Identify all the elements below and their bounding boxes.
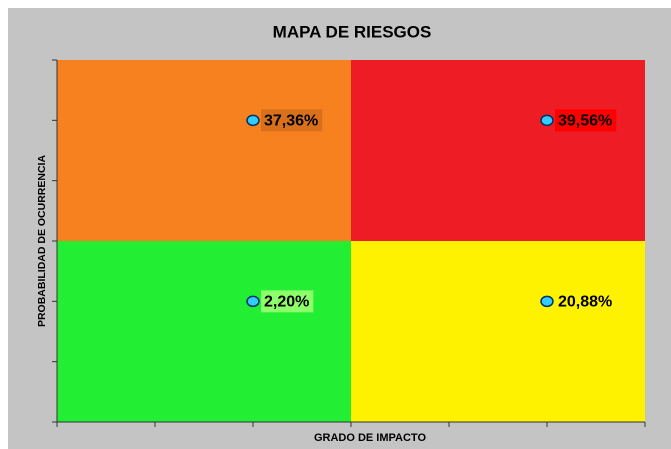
label-background	[555, 109, 617, 132]
label-background	[555, 290, 617, 313]
label-background	[261, 109, 323, 132]
point	[540, 295, 554, 308]
point	[246, 295, 260, 308]
data-label: 2,20%	[264, 294, 309, 311]
chart-title: MAPA DE RIESGOS	[273, 22, 432, 41]
quadrant	[57, 60, 351, 241]
quadrant	[351, 241, 645, 422]
x-axis-label: GRADO DE IMPACTO	[314, 432, 426, 444]
quadrant	[351, 60, 645, 241]
label-background	[261, 290, 314, 313]
quadrant	[57, 241, 351, 422]
data-label: 37,36%	[264, 113, 318, 130]
point	[246, 114, 260, 127]
data-label: 39,56%	[558, 113, 612, 130]
point	[540, 114, 554, 127]
y-axis-label: PROBABILIDAD DE OCURRENCIA	[36, 155, 48, 328]
data-label: 20,88%	[558, 294, 612, 311]
